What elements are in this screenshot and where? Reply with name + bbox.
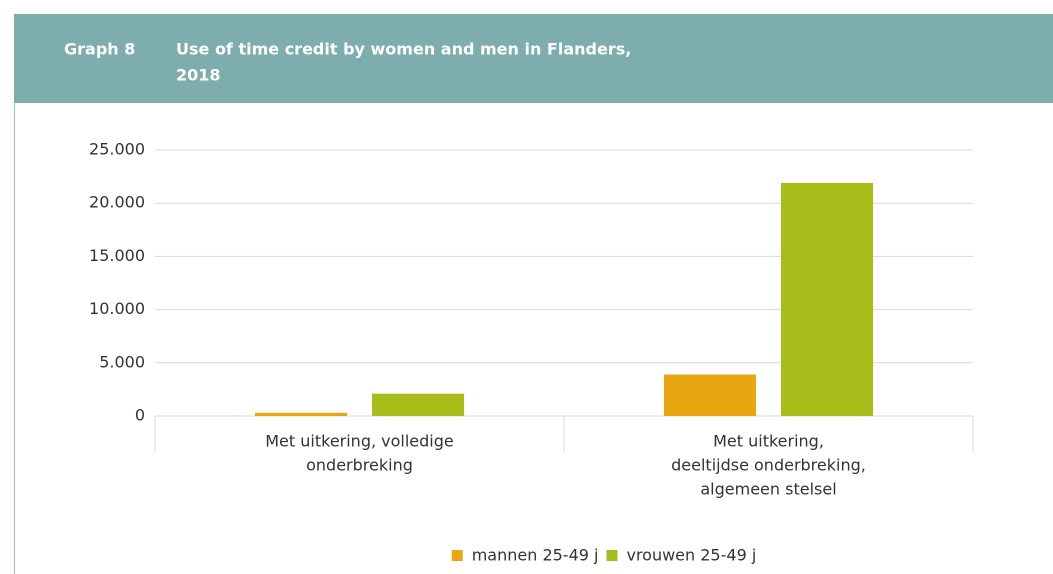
graph-label: Graph 8 [64,40,135,59]
x-tick-label: onderbreking [306,456,413,475]
x-tick-label: algemeen stelsel [700,480,836,499]
bar [781,182,873,416]
y-tick-label: 25.000 [89,140,145,159]
x-tick-label: Met uitkering, volledige [265,432,454,451]
y-tick-label: 0 [135,406,145,425]
y-tick-label: 20.000 [89,193,145,212]
x-tick-label: Met uitkering, [713,432,824,451]
legend-swatch [451,550,463,561]
chart-title: Use of time credit by women and men in F… [176,40,631,59]
y-tick-label: 10.000 [89,299,145,318]
bar [255,412,347,416]
y-tick-label: 15.000 [89,246,145,265]
legend-label: mannen 25-49 j [472,546,599,565]
header-band [14,14,1053,103]
legend-label: vrouwen 25-49 j [626,546,756,565]
bar [664,374,756,416]
legend-swatch [606,550,618,561]
y-tick-label: 5.000 [99,352,145,371]
chart-title: 2018 [176,66,221,85]
legend-item: mannen 25-49 j [451,546,599,565]
legend-item: vrouwen 25-49 j [606,546,756,565]
x-tick-label: deeltijdse onderbreking, [671,456,866,475]
bar [372,393,464,416]
